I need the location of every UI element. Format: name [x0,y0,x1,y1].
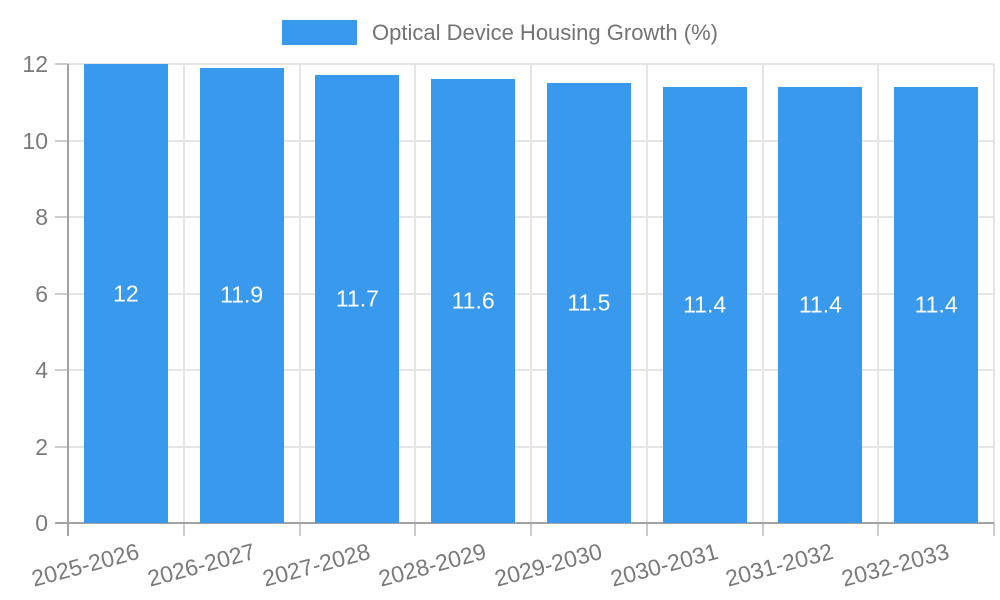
y-tick-label: 12 [22,51,48,77]
bar-value-label: 11.6 [451,287,495,314]
y-axis-tick [55,63,68,65]
gridline-vertical [414,64,417,523]
y-axis-tick [55,369,68,371]
gridline-vertical [877,64,880,523]
y-tick-label: 2 [35,433,48,460]
bar-value-label: 11.4 [683,291,727,318]
x-axis-line [55,522,994,524]
bar[interactable] [83,64,168,523]
bar-value-label: 12 [113,280,139,306]
x-axis-tick [877,523,880,536]
gridline-vertical [530,64,532,523]
bar-value-label: 11.7 [335,285,379,312]
y-tick-label: 0 [35,510,48,536]
bar-value-label: 11.5 [567,289,611,316]
bar-value-label: 11.4 [798,291,842,318]
bar[interactable] [894,86,979,523]
y-tick-label: 10 [22,127,48,154]
bar[interactable] [431,79,516,523]
y-tick-label: 8 [35,204,48,230]
gridline-vertical [993,64,995,523]
bar[interactable] [546,83,631,523]
x-axis-tick [414,523,417,536]
y-axis-tick [55,139,68,142]
x-axis-tick [761,523,764,536]
gridline-vertical [645,64,648,523]
y-axis-tick [55,445,68,448]
y-tick-label: 6 [35,280,48,307]
bar-value-label: 11.9 [220,281,264,308]
legend-swatch [281,20,357,45]
gridline-vertical [298,64,301,523]
x-axis-tick [67,523,69,536]
y-axis-tick [55,292,68,295]
gridline-vertical [182,64,185,523]
legend-item[interactable]: Optical Device Housing Growth (%) [0,20,1000,45]
y-tick-label: 4 [35,357,48,383]
bar-value-label: 11.4 [914,291,958,318]
x-axis-tick [645,523,648,536]
x-axis-tick [530,523,532,536]
gridline-vertical [761,64,764,523]
bar[interactable] [315,75,400,523]
bar[interactable] [662,86,747,523]
y-axis-tick [55,216,68,218]
x-axis-tick [993,523,995,536]
x-axis-tick [298,523,301,536]
y-axis-line [67,64,69,523]
x-axis-tick [182,523,185,536]
bar[interactable] [778,86,863,523]
bar[interactable] [199,67,284,523]
legend-label: Optical Device Housing Growth (%) [371,20,718,45]
